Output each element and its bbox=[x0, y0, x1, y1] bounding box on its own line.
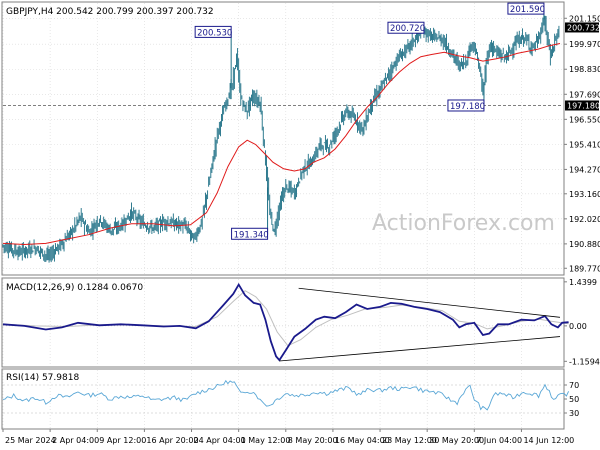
annotation-box bbox=[447, 99, 485, 112]
macd-trendline bbox=[279, 336, 561, 362]
x-tick-label: 16 May 04:00 bbox=[335, 436, 390, 445]
rsi-series bbox=[2, 379, 570, 411]
macd-main-line bbox=[2, 282, 569, 362]
price-tag-label: 197.180 bbox=[567, 101, 600, 110]
moving-average-series bbox=[2, 43, 561, 246]
price-y-tick-label: 189.770 bbox=[569, 264, 600, 273]
price-y-tick-label: 195.410 bbox=[569, 140, 600, 149]
x-tick-label: 9 Apr 12:00 bbox=[99, 436, 146, 445]
price-y-tick-label: 199.970 bbox=[569, 40, 600, 49]
rsi-line bbox=[2, 379, 570, 411]
price-y-tick-label: 194.270 bbox=[569, 165, 600, 174]
macd-series bbox=[2, 282, 569, 362]
price-y-tick-label: 193.160 bbox=[569, 190, 600, 199]
macd-y-tick-label: 1.4399 bbox=[569, 278, 597, 287]
x-tick-label: 30 May 20:00 bbox=[429, 436, 484, 445]
x-tick-label: 7 Jun 04:00 bbox=[476, 436, 522, 445]
price-tag-label: 200.732 bbox=[567, 23, 600, 32]
annotation-box bbox=[194, 25, 232, 38]
annotation-label: 200.530 bbox=[197, 28, 232, 38]
x-tick-label: 2 Apr 04:00 bbox=[52, 436, 99, 445]
x-tick-label: 16 Apr 20:00 bbox=[146, 436, 198, 445]
annotation-box bbox=[507, 2, 545, 15]
rsi-panel-title: RSI(14) 57.9818 bbox=[6, 373, 79, 383]
annotation-box bbox=[231, 227, 269, 240]
header-symbol-line: GBPJPY,H4 200.542 200.799 200.397 200.73… bbox=[6, 7, 214, 17]
price-panel-frame bbox=[1, 1, 565, 276]
price-tag-bg bbox=[565, 22, 599, 33]
annotation-label: 197.180 bbox=[450, 102, 485, 112]
price-tag-bg bbox=[565, 100, 599, 111]
macd-y-tick-label: -1.1594 bbox=[569, 357, 600, 366]
x-tick-label: 1 May 12:00 bbox=[241, 436, 291, 445]
x-tick-label: 24 Apr 04:00 bbox=[194, 436, 246, 445]
price-y-tick-label: 201.150 bbox=[569, 14, 600, 23]
price-annotations: 200.530 191.340 200.720 197.180 201.590 bbox=[194, 2, 545, 240]
macd-y-tick-label: 0.00 bbox=[569, 322, 587, 331]
annotation-label: 191.340 bbox=[234, 230, 269, 240]
rsi-y-tick-label: 50 bbox=[569, 395, 579, 404]
price-y-axis: 201.150 199.970 198.830 197.690 196.550 195.4… bbox=[564, 14, 600, 273]
rsi-y-tick-label: 70 bbox=[569, 381, 579, 390]
x-tick-label: 23 May 12:00 bbox=[382, 436, 437, 445]
rsi-grid bbox=[2, 370, 563, 428]
price-y-tick-label: 197.690 bbox=[569, 90, 600, 99]
macd-panel-title: MACD(12,26,9) 0.1284 0.0670 bbox=[6, 283, 143, 293]
macd-y-axis: 1.4399 0.00 -1.1594 bbox=[564, 278, 600, 366]
moving-average-line bbox=[2, 43, 561, 246]
x-tick-label: 8 May 20:00 bbox=[288, 436, 338, 445]
annotation-label: 200.720 bbox=[390, 24, 425, 34]
price-y-tick-label: 196.550 bbox=[569, 115, 600, 124]
price-y-tick-label: 192.020 bbox=[569, 215, 600, 224]
annotation-label: 201.590 bbox=[510, 5, 545, 15]
watermark: ActionForex.com bbox=[372, 211, 555, 236]
annotation-box bbox=[387, 21, 425, 34]
x-tick-label: 14 Jun 12:00 bbox=[523, 436, 574, 445]
macd-trendlines bbox=[279, 287, 561, 362]
price-y-tick-label: 198.830 bbox=[569, 65, 600, 74]
rsi-y-axis: 70 50 30 bbox=[564, 381, 579, 418]
rsi-y-tick-label: 30 bbox=[569, 409, 579, 418]
x-tick-label: 25 Mar 2024 bbox=[5, 436, 56, 445]
macd-trendline bbox=[298, 287, 561, 318]
price-y-tick-label: 190.880 bbox=[569, 240, 600, 249]
